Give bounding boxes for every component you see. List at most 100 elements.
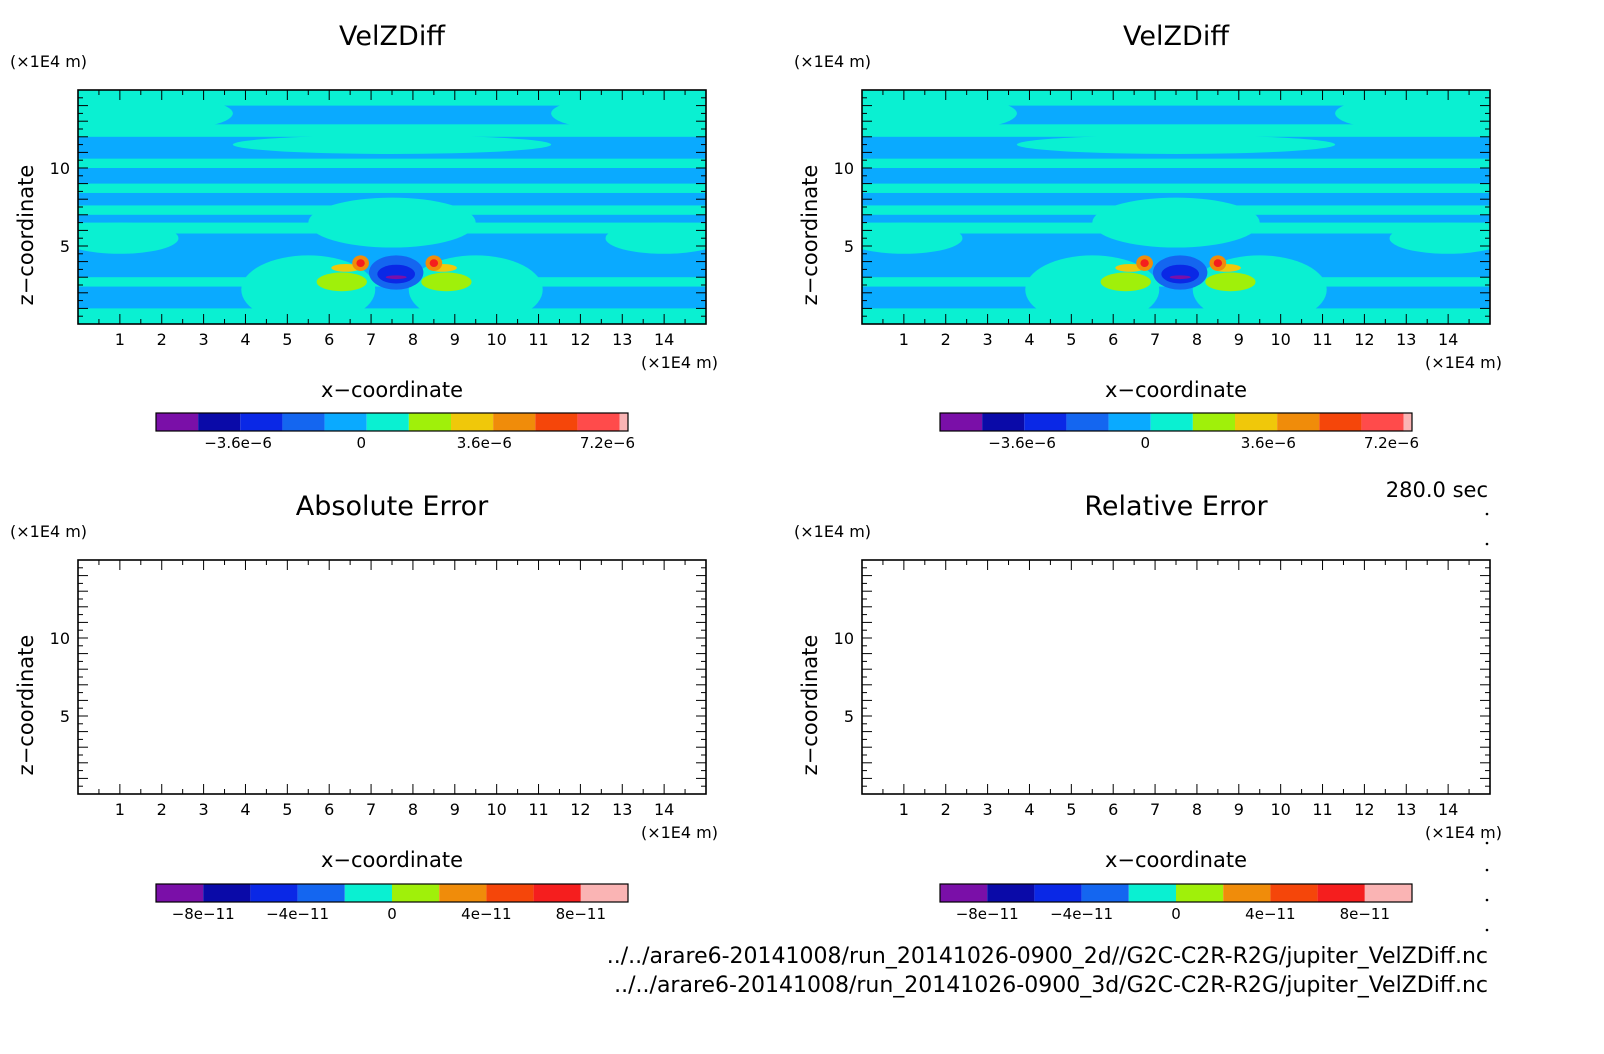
field-patch — [862, 222, 963, 254]
x-tick-label: 10 — [1270, 330, 1290, 349]
colorbar-swatch — [577, 413, 620, 431]
x-tick-label: 10 — [486, 800, 506, 819]
x-tick-label: 11 — [1312, 330, 1332, 349]
x-tick-label: 8 — [1192, 800, 1202, 819]
field-band — [78, 168, 706, 184]
colorbar-swatch — [250, 884, 298, 902]
x-tick-label: 12 — [1354, 800, 1374, 819]
plot-frame — [77, 559, 707, 795]
file-path-3d: ../../arare6-20141008/run_20141026-0900_… — [614, 973, 1488, 998]
x-tick-label: 13 — [612, 800, 632, 819]
x-axis-label: x−coordinate — [1105, 378, 1247, 402]
colorbar-tick-label: 0 — [1171, 905, 1181, 923]
colorbar-tick-label: −4e−11 — [1050, 905, 1113, 923]
colorbar-swatch — [940, 884, 988, 902]
x-tick-label: 6 — [324, 800, 334, 819]
field-patch — [308, 197, 476, 248]
y-unit-label: (×1E4 m) — [794, 522, 871, 541]
chart-title: VelZDiff — [1123, 21, 1230, 52]
colorbar-swatch — [1081, 884, 1129, 902]
y-axis-label: z−coordinate — [14, 165, 38, 306]
colorbar-tick-label: −3.6e−6 — [204, 434, 272, 452]
colorbar-tick-label: −8e−11 — [172, 905, 235, 923]
chart-panel: Absolute Error(×1E4 m)1 2 3 4 5 6 7 8 9 10 11 12 13 1… — [10, 491, 718, 923]
x-tick-label: 14 — [654, 800, 674, 819]
colorbar-swatch — [987, 884, 1035, 902]
x-tick-label: 12 — [570, 330, 590, 349]
x-tick-label: 9 — [450, 330, 460, 349]
colorbar-swatch — [439, 884, 487, 902]
x-tick-label: 8 — [408, 330, 418, 349]
field-lobe — [316, 272, 367, 292]
x-axis-label: x−coordinate — [1105, 848, 1247, 872]
x-tick-label: 4 — [240, 800, 250, 819]
x-tick-label: 11 — [528, 330, 548, 349]
x-tick-label: 1 — [115, 330, 125, 349]
colorbar-swatch — [1403, 413, 1412, 431]
y-tick-label: 10 — [50, 629, 70, 648]
colorbar-tick-label: 0 — [387, 905, 397, 923]
field-core — [1161, 264, 1200, 284]
x-tick-label: 7 — [1150, 330, 1160, 349]
file-path-2d: ../../arare6-20141008/run_20141026-0900_… — [607, 944, 1488, 969]
y-axis-label: z−coordinate — [14, 635, 38, 776]
field-patch — [1092, 197, 1260, 248]
field-lobe — [1205, 272, 1256, 292]
colorbar-swatch — [1150, 413, 1193, 431]
colorbar-swatch — [1361, 413, 1404, 431]
x-tick-label: 3 — [983, 330, 993, 349]
colorbar-tick-label: 8e−11 — [556, 905, 606, 923]
colorbar: −3.6e−6 0 3.6e−6 7.2e−6 — [155, 412, 635, 452]
field-band — [78, 286, 706, 309]
field-patch — [862, 94, 1017, 133]
colorbar-swatch — [1024, 413, 1067, 431]
colorbar-swatch — [1270, 884, 1318, 902]
x-tick-label: 14 — [654, 330, 674, 349]
field-band — [78, 105, 706, 125]
y-tick-label: 10 — [834, 159, 854, 178]
colorbar-swatch — [392, 884, 440, 902]
colorbar-swatch — [533, 884, 581, 902]
colorbar-swatch — [1066, 413, 1109, 431]
x-tick-label: 9 — [450, 800, 460, 819]
colorbar-tick-label: 4e−11 — [1245, 905, 1295, 923]
x-tick-label: 10 — [486, 330, 506, 349]
field-patch — [1192, 255, 1327, 324]
field-lobe — [421, 272, 472, 292]
field-patch — [232, 135, 552, 154]
x-tick-label: 9 — [1234, 330, 1244, 349]
y-unit-label: (×1E4 m) — [10, 522, 87, 541]
colorbar-swatch — [940, 413, 983, 431]
colorbar-swatch — [1235, 413, 1278, 431]
x-tick-label: 6 — [324, 330, 334, 349]
x-tick-label: 12 — [570, 800, 590, 819]
colorbar-swatch — [535, 413, 578, 431]
colorbar-swatch — [486, 884, 534, 902]
x-tick-label: 4 — [1024, 800, 1034, 819]
field-patch — [1016, 135, 1336, 154]
chart-panel: VelZDiff(×1E4 m)1 2 3 4 5 6 7 8 9 10 11 12 13 14510(×… — [10, 21, 718, 452]
colorbar-tick-label: −3.6e−6 — [988, 434, 1056, 452]
field-patch — [1335, 94, 1490, 133]
x-tick-label: 8 — [1192, 330, 1202, 349]
colorbar-tick-label: 0 — [356, 434, 366, 452]
y-tick-label: 5 — [844, 707, 854, 726]
field-band — [862, 168, 1490, 184]
field-patch — [1025, 255, 1160, 324]
field-patch — [408, 255, 543, 324]
field-patch — [551, 94, 706, 133]
colorbar-tick-label: 7.2e−6 — [580, 434, 635, 452]
chart-title: Relative Error — [1084, 491, 1268, 522]
colorbar-tick-label: −8e−11 — [956, 905, 1019, 923]
field-band — [862, 105, 1490, 125]
colorbar-swatch — [156, 413, 199, 431]
colorbar-swatch — [982, 413, 1025, 431]
field-lobe — [1100, 272, 1151, 292]
colorbar-swatch — [1192, 413, 1235, 431]
field-patch — [1389, 222, 1490, 254]
x-tick-label: 4 — [240, 330, 250, 349]
field-patch — [605, 222, 706, 254]
x-unit-label: (×1E4 m) — [641, 353, 718, 372]
y-tick-label: 5 — [60, 237, 70, 256]
colorbar-tick-label: 0 — [1140, 434, 1150, 452]
